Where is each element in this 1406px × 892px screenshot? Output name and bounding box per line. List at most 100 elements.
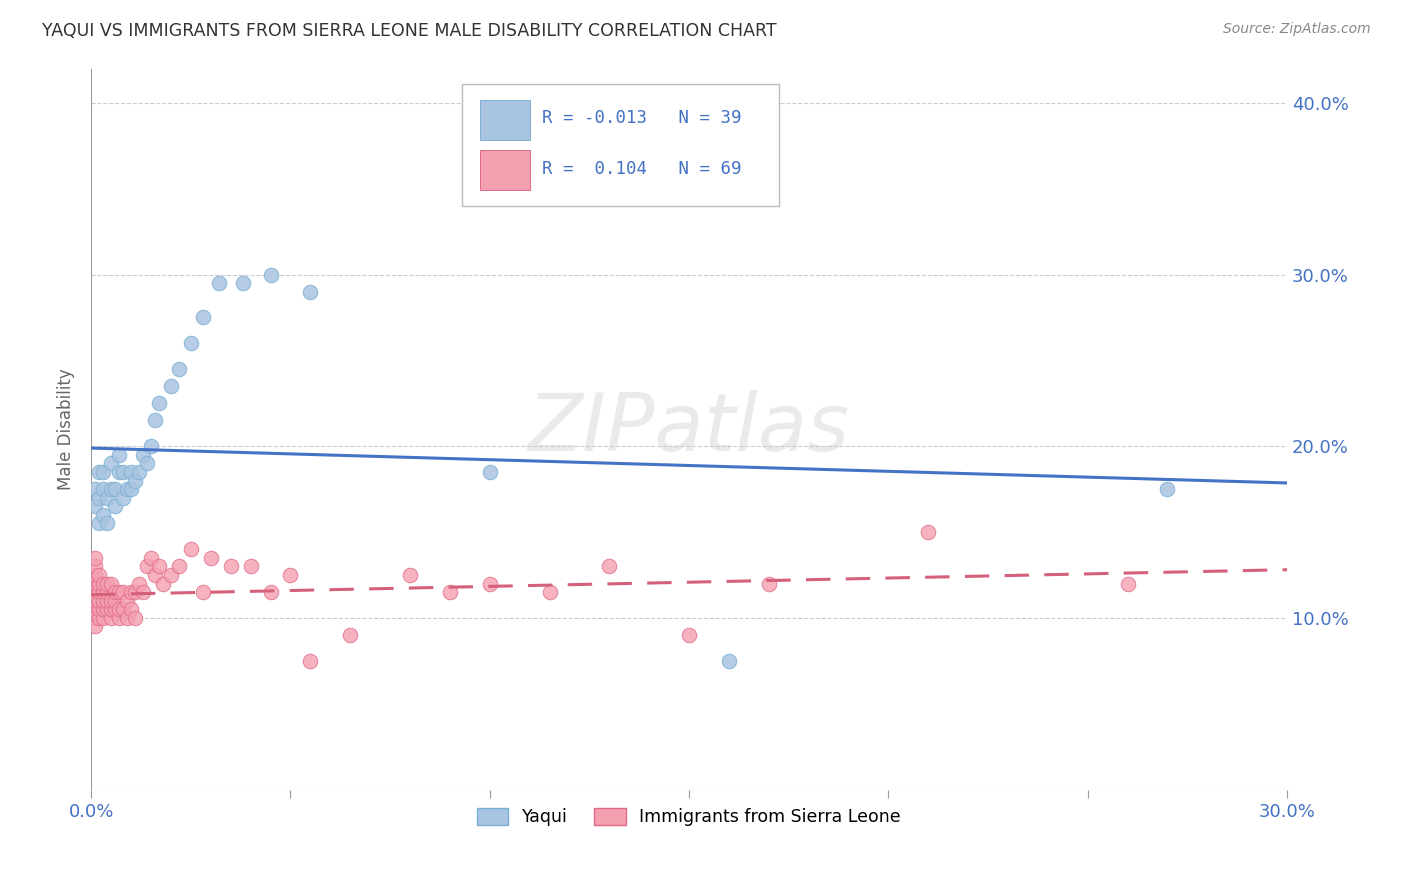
Point (108, 585, 131, 599)
Point (191, 310, 214, 325)
Point (598, 559, 620, 574)
Point (89, 516, 111, 531)
Point (1156, 482, 1178, 496)
Point (91, 593, 114, 607)
Point (239, 559, 262, 574)
Point (89, 602, 111, 616)
Point (128, 576, 150, 591)
Point (100, 611, 122, 625)
Point (115, 611, 138, 625)
Point (538, 585, 561, 599)
Point (112, 465, 135, 479)
Point (219, 559, 242, 574)
Point (439, 585, 461, 599)
Text: YAQUI VS IMMIGRANTS FROM SIERRA LEONE MALE DISABILITY CORRELATION CHART: YAQUI VS IMMIGRANTS FROM SIERRA LEONE MA… (42, 22, 776, 40)
Point (180, 336, 202, 351)
Point (299, 285, 322, 299)
Point (91, 602, 114, 616)
FancyBboxPatch shape (479, 150, 530, 190)
Point (259, 268, 281, 282)
Point (136, 456, 159, 470)
Point (84, 602, 107, 616)
Point (299, 654, 322, 668)
Point (100, 456, 122, 470)
Text: Source: ZipAtlas.com: Source: ZipAtlas.com (1223, 22, 1371, 37)
Point (120, 602, 142, 616)
Text: R = -0.013   N = 39: R = -0.013 N = 39 (543, 110, 741, 128)
Point (160, 568, 183, 582)
Point (104, 585, 127, 599)
Y-axis label: Male Disability: Male Disability (58, 368, 75, 490)
Point (91, 585, 114, 599)
Point (128, 465, 150, 479)
Point (96, 593, 118, 607)
Point (280, 568, 302, 582)
Point (104, 593, 127, 607)
Point (160, 379, 183, 393)
Point (108, 465, 131, 479)
Point (132, 585, 155, 599)
Point (115, 593, 138, 607)
Point (100, 482, 122, 496)
Point (339, 628, 361, 642)
Point (89, 491, 111, 505)
Point (200, 550, 222, 565)
Point (120, 482, 142, 496)
Point (84, 611, 107, 625)
Point (104, 602, 127, 616)
Point (91, 482, 114, 496)
Point (167, 559, 190, 574)
Point (120, 465, 142, 479)
Point (124, 585, 146, 599)
Point (96, 576, 118, 591)
Point (89, 465, 111, 479)
Point (84, 593, 107, 607)
Point (84, 500, 107, 514)
Point (84, 482, 107, 496)
Point (148, 559, 170, 574)
Point (89, 593, 111, 607)
Point (1116, 576, 1139, 591)
Point (717, 654, 740, 668)
Point (84, 559, 107, 574)
Point (112, 602, 135, 616)
Point (112, 585, 135, 599)
Point (478, 465, 501, 479)
Legend: Yaqui, Immigrants from Sierra Leone: Yaqui, Immigrants from Sierra Leone (468, 799, 910, 835)
Point (108, 611, 131, 625)
Point (208, 276, 231, 290)
Point (108, 448, 131, 462)
Point (139, 439, 162, 453)
Point (84, 550, 107, 565)
Text: R =  0.104   N = 69: R = 0.104 N = 69 (543, 160, 741, 178)
Point (259, 585, 281, 599)
Point (96, 491, 118, 505)
Point (120, 585, 142, 599)
Point (100, 576, 122, 591)
Point (104, 482, 127, 496)
Text: ZIPatlas: ZIPatlas (529, 390, 851, 468)
Point (917, 524, 939, 539)
Point (132, 448, 155, 462)
Point (478, 576, 501, 591)
Point (108, 602, 131, 616)
Point (143, 413, 166, 427)
Point (89, 568, 111, 582)
Point (84, 619, 107, 633)
Point (96, 585, 118, 599)
Point (180, 542, 202, 557)
Point (91, 465, 114, 479)
Point (112, 491, 135, 505)
Point (91, 576, 114, 591)
Point (96, 602, 118, 616)
Point (104, 500, 127, 514)
Point (191, 585, 214, 599)
Point (124, 474, 146, 488)
Point (84, 585, 107, 599)
Point (89, 576, 111, 591)
Point (399, 568, 422, 582)
Point (136, 559, 159, 574)
Point (84, 576, 107, 591)
Point (152, 576, 174, 591)
Point (91, 611, 114, 625)
